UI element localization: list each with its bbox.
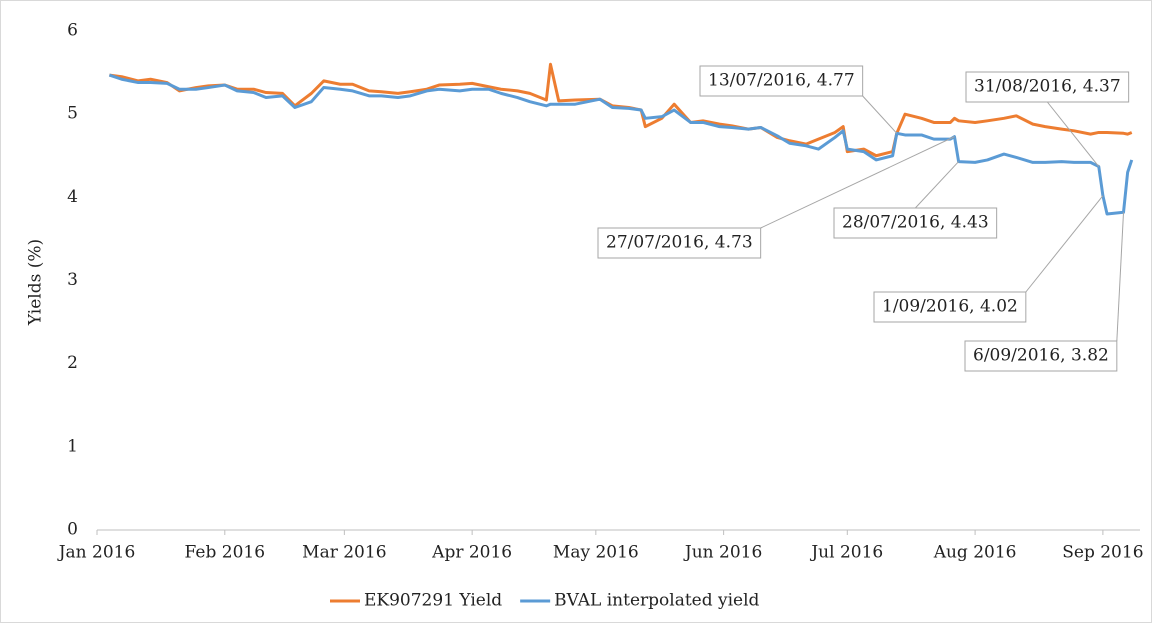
x-tick-label: Jan 2016 — [57, 543, 136, 563]
y-tick-label: 3 — [67, 270, 78, 290]
annotation-label: 1/09/2016, 4.02 — [882, 297, 1018, 317]
annotation-box — [597, 227, 762, 259]
annotation: 1/09/2016, 4.02 — [873, 195, 1104, 323]
legend-label: BVAL interpolated yield — [554, 591, 759, 611]
x-tick-label: Jul 2016 — [809, 543, 883, 563]
x-tick-label: Mar 2016 — [302, 543, 386, 563]
annotation: 28/07/2016, 4.43 — [833, 161, 998, 239]
y-tick-label: 4 — [67, 187, 78, 207]
annotation-leader — [1116, 212, 1125, 342]
x-tick-label: Aug 2016 — [933, 543, 1017, 563]
annotation: 13/07/2016, 4.77 — [699, 65, 898, 134]
y-tick-label: 1 — [67, 436, 78, 456]
y-tick-label: 0 — [67, 520, 78, 540]
annotation-label: 6/09/2016, 3.82 — [973, 346, 1109, 366]
annotation-leader — [862, 95, 898, 134]
x-tick-label: Apr 2016 — [431, 543, 512, 563]
series-line — [108, 73, 1134, 216]
y-tick-label: 5 — [67, 104, 78, 124]
annotation-box — [964, 340, 1118, 372]
x-tick-label: Sep 2016 — [1062, 543, 1143, 563]
annotation-leader — [1025, 195, 1104, 293]
annotation-leader — [1046, 101, 1100, 167]
y-axis-label: Yields (%) — [26, 239, 46, 326]
x-tick-label: May 2016 — [553, 543, 639, 563]
annotation-label: 31/08/2016, 4.37 — [974, 77, 1121, 97]
annotation-label: 27/07/2016, 4.73 — [606, 233, 753, 253]
annotation-leader — [760, 136, 955, 229]
y-tick-label: 6 — [67, 21, 78, 41]
x-tick-label: Jun 2016 — [683, 543, 762, 563]
annotation: 27/07/2016, 4.73 — [597, 136, 955, 259]
annotation-leader — [914, 161, 959, 209]
annotation-box — [873, 291, 1027, 323]
annotation: 6/09/2016, 3.82 — [964, 212, 1125, 372]
x-tick-label: Feb 2016 — [185, 543, 265, 563]
annotation-box — [699, 65, 864, 97]
annotation-label: 28/07/2016, 4.43 — [842, 213, 989, 233]
annotation-box — [833, 207, 998, 239]
annotation-box — [965, 71, 1130, 103]
annotation: 31/08/2016, 4.37 — [965, 71, 1130, 167]
annotation-label: 13/07/2016, 4.77 — [708, 71, 855, 91]
legend-label: EK907291 Yield — [364, 591, 502, 611]
legend: EK907291 Yield BVAL interpolated yield — [330, 591, 760, 611]
y-tick-label: 2 — [67, 353, 78, 373]
